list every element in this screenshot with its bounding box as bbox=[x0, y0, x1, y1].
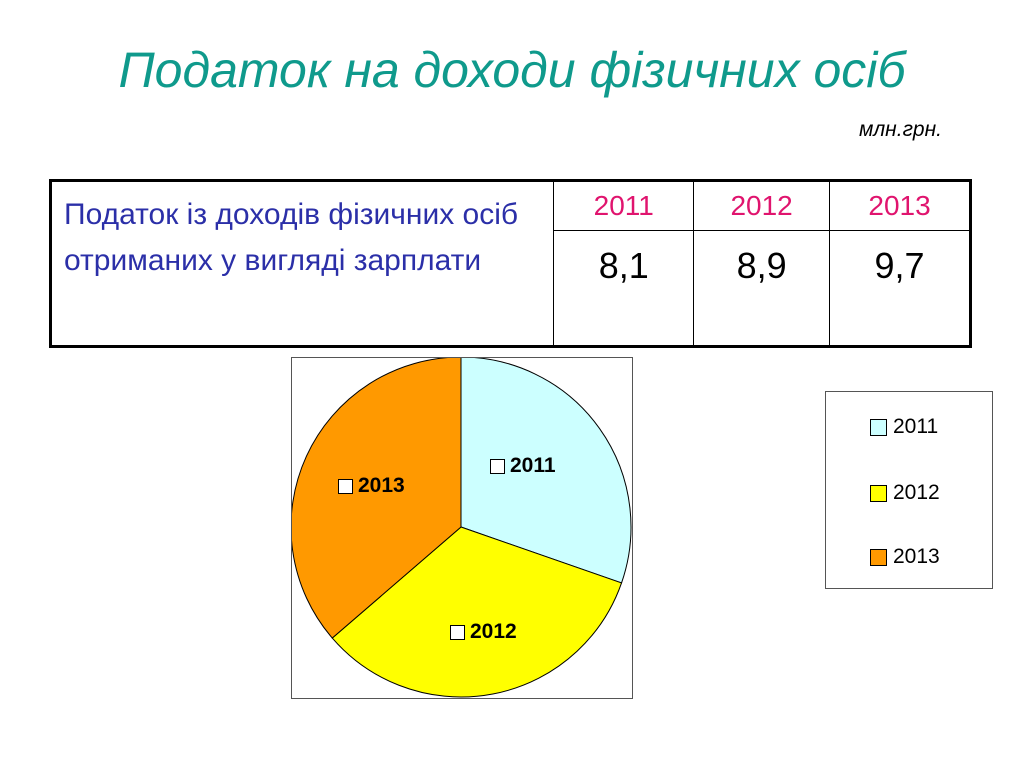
pie-chart: 2011 2012 2013 bbox=[291, 357, 633, 699]
slice-label-text: 2012 bbox=[470, 620, 517, 643]
legend-item-2012: 2012 bbox=[870, 481, 940, 505]
slice-label-2013: 2013 bbox=[338, 474, 405, 498]
legend-label: 2011 bbox=[893, 415, 939, 438]
year-header-2013: 2013 bbox=[829, 180, 971, 231]
pie-chart-svg bbox=[292, 358, 632, 698]
legend-swatch-icon bbox=[870, 548, 887, 566]
pie-slice-2013 bbox=[292, 358, 462, 639]
chart-legend: 2011 2012 2013 bbox=[825, 391, 993, 589]
data-table: Податок із доходів фізичних осіб отриман… bbox=[49, 179, 972, 348]
table-header-row: Податок із доходів фізичних осіб отриман… bbox=[49, 180, 971, 347]
slice-label-2012: 2012 bbox=[450, 620, 517, 644]
table-value-row: 8,1 8,9 9,7 bbox=[51, 230, 971, 347]
row-label: Податок із доходів фізичних осіб отриман… bbox=[49, 180, 555, 347]
legend-label: 2013 bbox=[893, 545, 940, 568]
value-cell-2012: 8,9 bbox=[693, 230, 831, 347]
year-header-2011: 2011 bbox=[553, 180, 695, 231]
value-cell-2013: 9,7 bbox=[829, 230, 971, 347]
slice-label-text: 2013 bbox=[358, 474, 405, 497]
pie-slice-2012 bbox=[331, 526, 623, 698]
legend-swatch-icon bbox=[870, 418, 887, 436]
legend-item-2011: 2011 bbox=[870, 415, 938, 439]
year-header-2012: 2012 bbox=[693, 180, 831, 231]
slide-title: Податок на доходи фізичних осіб bbox=[118, 42, 906, 98]
pie-slice-2011 bbox=[460, 358, 632, 584]
slice-label-2011: 2011 bbox=[490, 454, 556, 478]
legend-label: 2012 bbox=[893, 481, 940, 504]
value-cell-2011: 8,1 bbox=[553, 230, 695, 347]
slice-label-box-icon bbox=[490, 458, 505, 474]
legend-item-2013: 2013 bbox=[870, 545, 940, 569]
slice-label-box-icon bbox=[338, 478, 353, 494]
legend-swatch-icon bbox=[870, 484, 887, 502]
slice-label-box-icon bbox=[450, 624, 465, 640]
slice-label-text: 2011 bbox=[510, 454, 556, 477]
unit-label: млн.грн. bbox=[858, 118, 942, 141]
